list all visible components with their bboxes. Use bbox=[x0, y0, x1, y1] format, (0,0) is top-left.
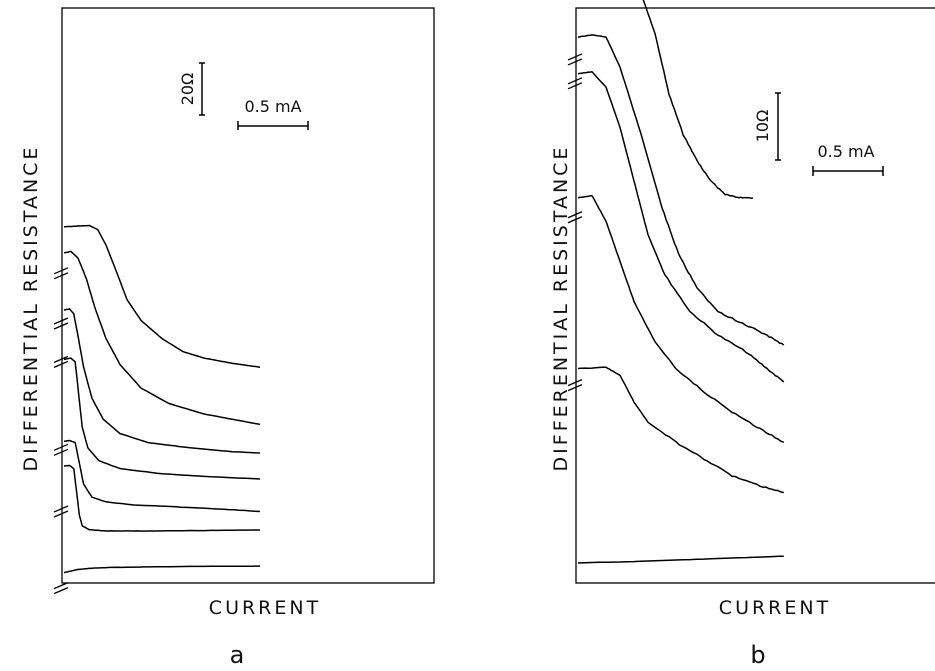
trace-b-1 bbox=[577, 555, 784, 564]
axis-break-a-3-1 bbox=[53, 443, 69, 451]
axis-breaks-b bbox=[567, 53, 583, 392]
current-scale-bar-a: 0.5 mA bbox=[237, 97, 309, 130]
x-axis-label-a: CURRENT bbox=[209, 597, 321, 619]
axis-break-a-2-2 bbox=[53, 510, 69, 518]
trace-a-2 bbox=[63, 464, 260, 532]
plot-frame-b bbox=[575, 7, 935, 584]
axis-break-b-5-1 bbox=[567, 53, 583, 61]
axis-break-b-3-1 bbox=[567, 211, 583, 219]
trace-a-4 bbox=[63, 357, 261, 480]
trace-a-1 bbox=[63, 565, 261, 574]
axis-break-b-4-1 bbox=[567, 77, 583, 85]
trace-a-5 bbox=[63, 308, 261, 454]
axis-break-a-4-1 bbox=[53, 355, 69, 363]
axis-break-a-6-1 bbox=[53, 267, 69, 275]
traces-b bbox=[577, 0, 785, 564]
trace-b-4 bbox=[577, 71, 785, 383]
resistance-scale-bar-b: 10Ω bbox=[753, 92, 781, 161]
resistance-scale-label-a: 20Ω bbox=[178, 73, 197, 106]
current-scale-label-b: 0.5 mA bbox=[817, 142, 874, 161]
axis-break-a-4-2 bbox=[53, 360, 69, 368]
panel-label-a: a bbox=[230, 641, 245, 669]
axis-break-a-6-2 bbox=[53, 272, 69, 280]
current-scale-label-a: 0.5 mA bbox=[244, 97, 301, 116]
axis-break-a-5-1 bbox=[53, 317, 69, 325]
trace-b-6 bbox=[642, 0, 754, 200]
axis-break-a-3-2 bbox=[53, 448, 69, 456]
axis-breaks-a bbox=[53, 267, 69, 595]
current-scale-bar-b: 0.5 mA bbox=[812, 142, 884, 176]
panel-b: 10Ω 0.5 mA DIFFERENTIAL RESISTANCE CURRE… bbox=[550, 0, 935, 669]
resistance-scale-bar-a: 20Ω bbox=[178, 62, 205, 116]
plot-frame-a bbox=[61, 7, 435, 584]
trace-a-3 bbox=[63, 439, 261, 513]
axis-break-b-2-2 bbox=[567, 384, 583, 392]
axis-break-a-2-1 bbox=[53, 505, 69, 513]
axis-break-a-5-2 bbox=[53, 322, 69, 330]
axis-break-a-1-1 bbox=[53, 582, 69, 590]
trace-a-7 bbox=[63, 224, 261, 368]
y-axis-label-b: DIFFERENTIAL RESISTANCE bbox=[550, 145, 572, 472]
x-axis-label-b: CURRENT bbox=[719, 597, 831, 619]
axis-break-b-4-2 bbox=[567, 82, 583, 90]
axis-break-a-1-2 bbox=[53, 587, 69, 595]
axis-break-b-2-1 bbox=[567, 379, 583, 387]
trace-b-5 bbox=[577, 34, 785, 346]
trace-b-3 bbox=[577, 195, 785, 444]
y-axis-label-a: DIFFERENTIAL RESISTANCE bbox=[20, 145, 42, 472]
panel-a: 20Ω 0.5 mA DIFFERENTIAL RESISTANCE CURRE… bbox=[20, 7, 435, 669]
trace-a-6 bbox=[63, 250, 261, 426]
trace-b-2 bbox=[577, 366, 784, 494]
axis-break-b-5-2 bbox=[567, 58, 583, 66]
resistance-scale-label-b: 10Ω bbox=[753, 110, 772, 143]
axis-break-b-3-2 bbox=[567, 216, 583, 224]
traces-a bbox=[63, 224, 261, 574]
panel-label-b: b bbox=[750, 641, 765, 669]
